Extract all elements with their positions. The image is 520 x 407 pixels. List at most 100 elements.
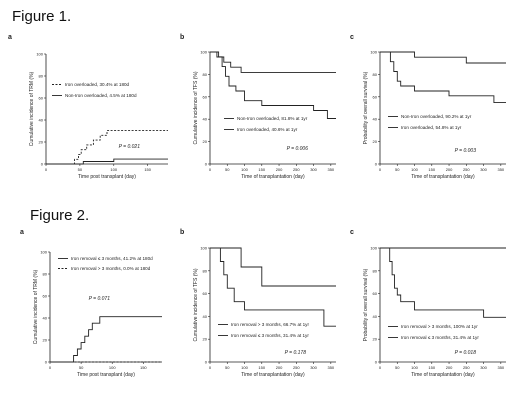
y-tick-label: 100 [370, 50, 377, 55]
series-line-1 [210, 247, 336, 287]
y-tick-label: 80 [373, 72, 378, 77]
y-tick-label: 60 [373, 291, 378, 296]
y-tick-label: 40 [373, 117, 378, 122]
y-tick-label: 80 [373, 268, 378, 273]
legend-label: Non-Iron overloaded, 4.5% at 180d [65, 93, 137, 98]
x-tick-label: 0 [209, 167, 212, 172]
x-tick-label: 300 [310, 167, 317, 172]
legend-label: Non-Iron overloaded, 90.2% at 1yr [401, 114, 472, 119]
y-axis-label: Cumulative incidence of TRM (%) [29, 71, 35, 146]
x-tick-label: 50 [395, 365, 400, 370]
y-axis-label: Cumulative incidence of TRM (%) [33, 269, 39, 344]
panel-letter: a [8, 34, 12, 41]
x-axis-label: Time of transplantation (day) [411, 372, 475, 378]
y-tick-label: 0 [205, 162, 208, 167]
figure-1-title: Figure 1. [12, 8, 72, 25]
x-tick-label: 100 [241, 365, 248, 370]
p-value-annotation: P = 0.006 [287, 146, 309, 152]
x-tick-label: 50 [79, 365, 84, 370]
y-tick-label: 40 [39, 118, 44, 123]
y-tick-label: 40 [203, 117, 208, 122]
x-tick-label: 250 [293, 365, 300, 370]
chart-panel-figure2-a: a 0 20 40 60 80 100 0 50 100 150 Time post transpla… [20, 229, 162, 378]
chart-panel-figure2-c: c 0 20 40 60 80 100 0 50 100 150 200 250 300 350 Time o… [350, 229, 506, 378]
figure-2-title: Figure 2. [30, 207, 90, 224]
y-tick-label: 20 [203, 337, 208, 342]
x-tick-label: 250 [463, 365, 470, 370]
p-value-annotation: P = 0.021 [119, 144, 141, 150]
x-axis-label: Time of transplantation (day) [411, 174, 475, 180]
x-tick-label: 350 [497, 167, 504, 172]
x-tick-label: 250 [463, 167, 470, 172]
x-tick-label: 100 [411, 365, 418, 370]
y-axis-label: Probability of overall survival (%) [363, 268, 369, 341]
series-line-2 [380, 247, 506, 318]
y-tick-label: 100 [40, 250, 47, 255]
series-line-2 [380, 51, 506, 104]
y-tick-label: 100 [370, 246, 377, 251]
x-tick-label: 350 [497, 365, 504, 370]
series-line-2 [210, 247, 336, 327]
x-tick-label: 0 [49, 365, 52, 370]
series-line-2 [46, 158, 168, 165]
y-tick-label: 40 [43, 316, 48, 321]
y-tick-label: 0 [375, 162, 378, 167]
x-tick-label: 350 [327, 167, 334, 172]
x-tick-label: 150 [140, 365, 147, 370]
panel-letter: c [350, 229, 354, 236]
x-tick-label: 350 [327, 365, 334, 370]
x-tick-label: 200 [446, 167, 453, 172]
y-axis-label: Cumulative incidence of TFS (%) [193, 71, 199, 144]
x-axis-label: Time of transplantation (day) [241, 372, 305, 378]
y-tick-label: 80 [203, 268, 208, 273]
legend-label: Iron removal > 3 months, 0.0% at 180d [71, 266, 151, 271]
y-tick-label: 20 [203, 139, 208, 144]
p-value-annotation: P = 0.178 [285, 350, 307, 356]
legend-label: Iron removal ≤ 3 months, 41.2% at 180d [71, 256, 153, 261]
legend-label: Iron removal ≤ 3 months, 31.4% at 1yr [401, 335, 479, 340]
p-value-annotation: P = 0.018 [455, 350, 477, 356]
y-tick-label: 80 [203, 72, 208, 77]
x-tick-label: 300 [480, 167, 487, 172]
legend-label: Iron overloaded, 40.6% at 1yr [237, 127, 298, 132]
legend-label: Non-Iron overloaded, 81.8% at 1yr [237, 116, 308, 121]
x-tick-label: 0 [209, 365, 212, 370]
series-line-1 [380, 51, 506, 64]
x-axis-label: Time post transplant (day) [78, 174, 136, 180]
y-tick-label: 0 [205, 360, 208, 365]
series-line-1 [50, 316, 162, 363]
y-tick-label: 60 [203, 291, 208, 296]
y-axis-label: Probability of overall survival (%) [363, 71, 369, 144]
y-tick-label: 60 [39, 96, 44, 101]
y-axis-label: Cumulative incidence of TFS (%) [193, 268, 199, 341]
chart-panel-figure1-b: b 0 20 40 60 80 100 0 50 100 150 200 250 300 350 Time o… [180, 34, 336, 180]
y-tick-label: 40 [373, 314, 378, 319]
x-tick-label: 150 [428, 365, 435, 370]
panel-letter: b [180, 34, 184, 41]
y-tick-label: 60 [373, 94, 378, 99]
y-tick-label: 100 [36, 52, 43, 57]
x-tick-label: 150 [258, 167, 265, 172]
y-tick-label: 80 [43, 272, 48, 277]
y-tick-label: 60 [203, 94, 208, 99]
x-tick-label: 200 [446, 365, 453, 370]
x-tick-label: 0 [379, 167, 382, 172]
x-tick-label: 300 [310, 365, 317, 370]
y-tick-label: 20 [373, 337, 378, 342]
legend-label: Iron overloaded, 30.4% at 180d [65, 82, 130, 87]
y-tick-label: 40 [203, 314, 208, 319]
x-tick-label: 200 [276, 167, 283, 172]
chart-panel-figure1-c: c 0 20 40 60 80 100 0 50 100 150 200 250 300 350 Time o… [350, 34, 506, 180]
series-line-1 [210, 51, 336, 73]
y-tick-label: 20 [39, 140, 44, 145]
legend-label: Iron removal > 3 months, 100% at 1yr [401, 324, 478, 329]
y-tick-label: 0 [45, 360, 48, 365]
panel-letter: b [180, 229, 184, 236]
x-tick-label: 200 [276, 365, 283, 370]
y-tick-label: 60 [43, 294, 48, 299]
x-tick-label: 50 [395, 167, 400, 172]
panel-letter: a [20, 229, 24, 236]
y-tick-label: 20 [43, 338, 48, 343]
chart-panel-figure2-b: b 0 20 40 60 80 100 0 50 100 150 200 250 300 350 Time o… [180, 229, 336, 378]
p-value-annotation: P = 0.071 [89, 296, 111, 302]
